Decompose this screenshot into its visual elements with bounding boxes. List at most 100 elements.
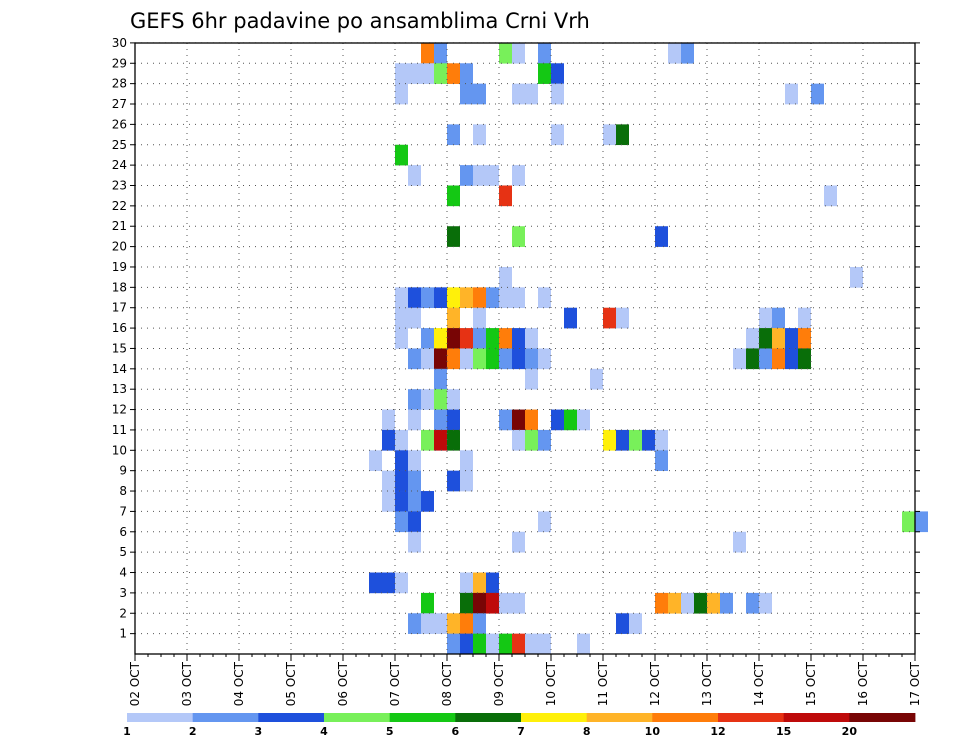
heatmap-cell [421,613,434,634]
heatmap-cell [395,450,408,471]
heatmap-cell [473,613,486,634]
heatmap-cell [460,470,473,492]
heatmap-cell [538,63,551,84]
heatmap-cell [486,633,499,655]
heatmap-cell [720,592,733,614]
heatmap-cell [512,633,525,655]
heatmap-cell [473,124,486,146]
heatmap-cell [408,63,421,84]
colorbar-tick-label: 6 [452,725,460,738]
heatmap-cell [746,328,759,349]
x-tick-label: 13 OCT [700,661,714,706]
heatmap-cell [512,83,525,105]
heatmap-cell [421,328,434,349]
heatmap-cell [798,307,811,329]
colorbar: 1 2 3 4 5 6 7 8 10 12 15 20 [123,713,916,738]
heatmap-cell [421,63,434,84]
heatmap-cell [460,63,473,84]
heatmap-cell [512,348,525,370]
heatmap-cell [447,348,460,370]
heatmap-cell [421,429,434,451]
heatmap-cell [616,613,629,634]
heatmap-cell [499,42,512,64]
y-axis: 1234567891011121314151617181920212223242… [112,36,920,641]
heatmap-cell [629,429,642,451]
heatmap-cell [902,511,915,533]
heatmap-cell [408,470,421,492]
heatmap-cell [525,368,538,390]
heatmap-cell [460,348,473,370]
heatmap-cell [486,328,499,349]
heatmap-cell [421,491,434,512]
heatmap-cell [538,633,551,655]
heatmap-cell [499,348,512,370]
heatmap-cell [447,470,460,492]
heatmap-cell [655,226,668,247]
heatmap-cell [434,328,447,349]
heatmap-cell [785,348,798,370]
heatmap-cell [382,491,395,512]
y-tick-label: 4 [119,566,127,580]
heatmap-cell [499,185,512,207]
heatmap-cell [421,348,434,370]
y-tick-label: 9 [119,464,127,478]
y-tick-label: 10 [112,443,127,457]
heatmap-cell [525,83,538,105]
heatmap-cell [772,348,785,370]
heatmap-cell [512,429,525,451]
heatmap-cell [733,531,746,553]
x-tick-label: 17 OCT [908,661,922,706]
y-tick-label: 14 [112,362,127,376]
heatmap-cell [694,592,707,614]
colorbar-tick-label: 8 [583,725,591,738]
colorbar-swatch [192,713,259,722]
y-tick-label: 13 [112,382,127,396]
heatmap-cell [551,83,564,105]
y-tick-label: 21 [112,219,127,233]
heatmap-cell [408,287,421,309]
heatmap-cell [538,287,551,309]
heatmap-cell [551,409,564,431]
heatmap-cell [408,409,421,431]
y-tick-label: 15 [112,341,127,355]
heatmap-cell [434,287,447,309]
y-tick-label: 23 [112,178,127,192]
heatmap-cell [538,429,551,451]
heatmap-cell [447,226,460,247]
colorbar-tick-label: 15 [776,725,791,738]
colorbar-swatch [783,713,850,722]
y-tick-label: 24 [112,158,127,172]
heatmap-cell [486,348,499,370]
heatmap-cell [447,307,460,329]
heatmap-cell [421,389,434,410]
heatmap-cell [447,287,460,309]
heatmap-cell [382,429,395,451]
x-tick-label: 08 OCT [440,661,454,706]
colorbar-tick-label: 12 [710,725,725,738]
heatmap-cell [668,42,681,64]
heatmap-cell [785,83,798,105]
heatmap-cell [434,613,447,634]
heatmap-cell [551,124,564,146]
heatmap-cells [369,42,928,655]
y-tick-label: 26 [112,117,127,131]
heatmap-cell [395,83,408,105]
heatmap-cell [408,348,421,370]
x-tick-label: 16 OCT [856,661,870,706]
heatmap-cell [434,429,447,451]
heatmap-cell [512,409,525,431]
heatmap-cell [460,633,473,655]
y-tick-label: 29 [112,56,127,70]
heatmap-cell [434,409,447,431]
heatmap-cell [655,429,668,451]
x-tick-label: 14 OCT [752,661,766,706]
heatmap-cell [473,307,486,329]
colorbar-tick-label: 4 [320,725,328,738]
heatmap-cell [512,592,525,614]
heatmap-cell [564,307,577,329]
heatmap-cell [473,633,486,655]
y-tick-label: 16 [112,321,127,335]
heatmap-cell [447,124,460,146]
heatmap-cell [395,429,408,451]
heatmap-cell [460,592,473,614]
